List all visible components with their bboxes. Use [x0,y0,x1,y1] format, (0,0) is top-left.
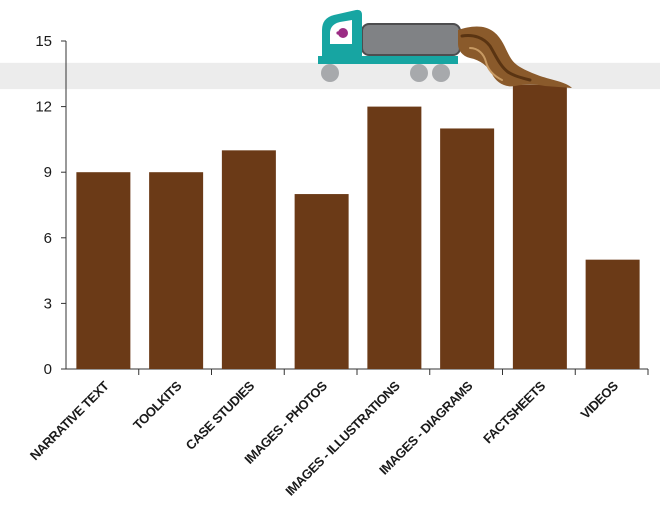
x-tick-label: TOOLKITS [130,378,185,433]
y-tick-labels: 0 3 6 9 12 15 [35,33,52,378]
bar [367,106,422,369]
y-tick-label: 15 [35,33,52,50]
bar [440,128,495,369]
truck-wheel-rear-2 [432,64,450,82]
spill-streak-icon [460,34,532,82]
y-tick-label: 12 [35,99,52,116]
truck-driver-eye [336,31,340,35]
bars [76,84,640,369]
spill-streak-2-icon [469,47,503,81]
x-tick-label: CASE STUDIES [183,378,258,453]
truck-chassis [318,56,458,64]
x-tick-label: VIDEOS [578,378,622,422]
truck-tank [361,23,461,56]
bar [221,150,276,369]
bar [149,172,204,369]
dump-truck-icon [318,9,572,88]
truck-wheel-rear-1 [410,64,428,82]
y-tick-label: 9 [44,164,52,181]
bar [512,84,567,369]
x-tick-label: FACTSHEETS [480,378,548,446]
truck-driver [338,28,348,38]
bar [585,259,640,369]
y-tick-label: 3 [44,295,52,312]
x-tick-label: NARRATIVE TEXT [27,378,112,463]
y-tick-label: 6 [44,230,52,247]
y-tick-label: 0 [44,361,52,378]
bar [294,194,349,369]
bar [76,172,131,369]
truck-wheel-front [321,64,339,82]
